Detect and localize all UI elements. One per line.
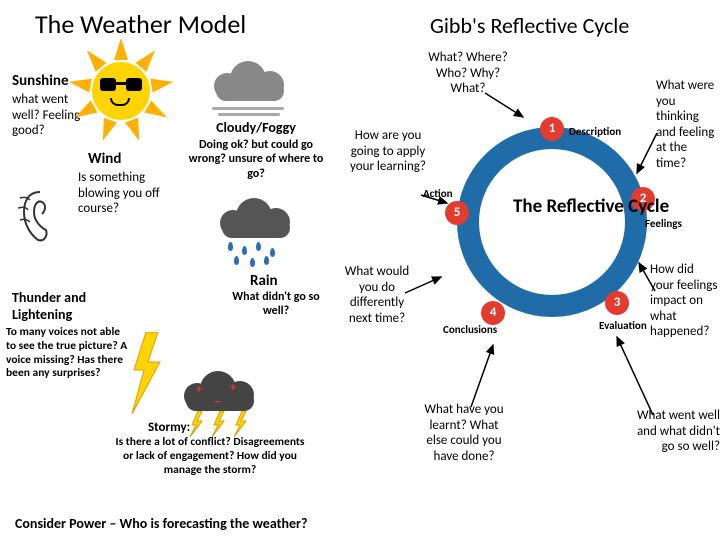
- gibbs-title: Gibb's Reflective Cycle: [430, 12, 629, 39]
- gibbs-q5: What have you learnt? What else could yo…: [418, 402, 510, 464]
- gibbs-q4: What went well and what didn't go so wel…: [636, 408, 720, 455]
- gibbs-q7: How are you going to apply your learning…: [348, 128, 428, 175]
- storm-icon: + − +: [182, 375, 260, 413]
- gibbs-q2: What were you thinking and feeling at th…: [656, 78, 720, 172]
- sunshine-heading: Sunshine: [12, 72, 69, 90]
- rain-text: What didn't go so well?: [222, 290, 330, 319]
- wind-heading: Wind: [88, 150, 121, 168]
- thunder-heading: Thunder and Lightening: [12, 290, 120, 324]
- stormy-text: Is there a lot of conflict? Disagreement…: [112, 436, 308, 477]
- cloudy-heading: Cloudy/Foggy: [196, 120, 316, 137]
- cloudy-text: Doing ok? but could go wrong? unsure of …: [186, 138, 326, 181]
- sun-icon: [92, 62, 150, 120]
- consider-text: Consider Power – Who is forecasting the …: [15, 515, 307, 532]
- rain-heading: Rain: [250, 272, 278, 290]
- lightning-icon: [128, 332, 164, 414]
- weather-title: The Weather Model: [35, 8, 246, 40]
- cloud-foggy-icon: [212, 65, 290, 103]
- wind-text: Is something blowing you off course?: [78, 170, 170, 217]
- stormy-heading: Stormy:: [148, 420, 190, 436]
- gibbs-q1: What? Where? Who? Why? What?: [418, 50, 518, 97]
- ear-icon: [18, 188, 62, 244]
- thunder-text: To many voices not able to see the true …: [6, 326, 132, 381]
- reflective-cycle: 1 2 3 4 5 Description Feelings Evaluatio…: [435, 115, 670, 345]
- rain-icon: [218, 202, 296, 240]
- gibbs-q6: What would you do differently next time?: [338, 264, 416, 326]
- gibbs-q3: How did your feelings impact on what hap…: [650, 262, 720, 340]
